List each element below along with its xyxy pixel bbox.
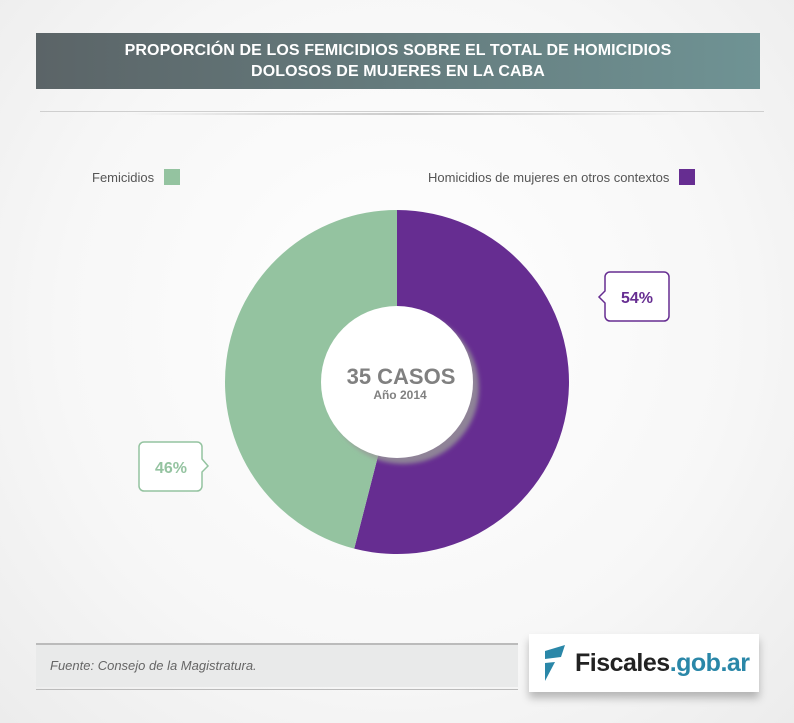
source-note: Fuente: Consejo de la Magistratura. <box>36 643 518 687</box>
fiscales-logo: Fiscales.gob.ar <box>529 634 759 692</box>
divider <box>40 111 764 112</box>
callout-54: 54% <box>597 271 670 322</box>
title-line-1: PROPORCIÓN DE LOS FEMICIDIOS SOBRE EL TO… <box>124 42 672 59</box>
legend-swatch-purple <box>679 169 696 185</box>
title-line-2: DOLOSOS DE MUJERES EN LA CABA <box>251 63 545 80</box>
slice-femicidios <box>224 210 397 549</box>
center-label: 35 CASOS <box>347 364 456 389</box>
donut-hole <box>321 306 473 458</box>
legend-item-otros: Homicidios de mujeres en otros contextos <box>428 169 696 185</box>
callout-46: 46% <box>138 441 210 492</box>
data-label-46: 46% <box>155 460 187 477</box>
legend-label: Femicidios <box>92 169 155 185</box>
logo-flag-icon <box>545 645 565 681</box>
legend-item-femicidios: Femicidios <box>92 169 181 185</box>
chart-title: PROPORCIÓN DE LOS FEMICIDIOS SOBRE EL TO… <box>36 33 760 89</box>
legend-label: Homicidios de mujeres en otros contextos <box>428 169 670 185</box>
data-label-54: 54% <box>621 290 653 307</box>
divider-shadow <box>126 113 686 115</box>
logo-text: Fiscales.gob.ar <box>575 648 750 677</box>
legend-swatch-green <box>164 169 181 185</box>
center-sublabel: Año 2014 <box>373 388 427 402</box>
footer-divider <box>36 689 518 690</box>
